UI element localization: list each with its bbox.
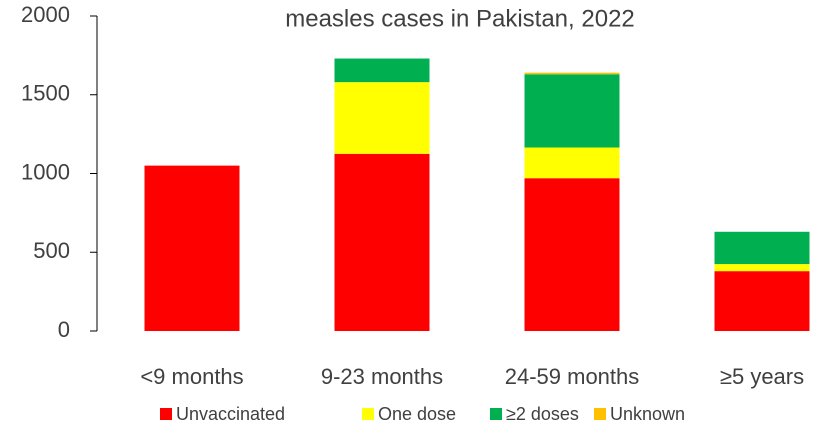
legend-label: Unknown [610, 404, 685, 424]
bar-segment [714, 231, 810, 265]
bar-segment [334, 153, 430, 331]
bar-segment [524, 147, 620, 179]
bar-segment [524, 74, 620, 148]
legend-label: Unvaccinated [176, 404, 285, 424]
x-tick-label: ≥5 years [720, 364, 804, 389]
legend-label: One dose [378, 404, 456, 424]
y-tick-label: 0 [58, 317, 70, 342]
x-tick-label: 24-59 months [505, 364, 640, 389]
bar-segment [524, 72, 620, 75]
bar-segment [144, 165, 240, 331]
y-tick-label: 1000 [21, 159, 70, 184]
legend-label: ≥2 doses [506, 404, 579, 424]
legend-swatch [160, 408, 172, 420]
bar-segment [524, 178, 620, 331]
y-tick-label: 500 [33, 238, 70, 263]
y-tick-label: 2000 [21, 2, 70, 27]
bar-segment [714, 264, 810, 272]
legend-swatch [362, 408, 374, 420]
bar-segment [714, 271, 810, 331]
y-tick-label: 1500 [21, 81, 70, 106]
bar-segment [334, 58, 430, 83]
chart-title: measles cases in Pakistan, 2022 [285, 5, 635, 32]
x-tick-label: 9-23 months [321, 364, 443, 389]
x-tick-label: <9 months [140, 364, 243, 389]
legend-swatch [490, 408, 502, 420]
legend-swatch [594, 408, 606, 420]
bar-segment [334, 82, 430, 154]
